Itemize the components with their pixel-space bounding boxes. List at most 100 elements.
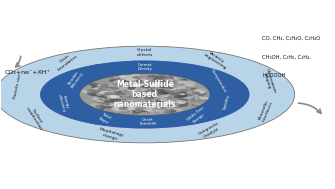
Ellipse shape: [115, 101, 122, 103]
Ellipse shape: [184, 98, 188, 99]
Ellipse shape: [196, 91, 200, 93]
Text: Metal-Sulfide
based
nanomaterials: Metal-Sulfide based nanomaterials: [114, 80, 176, 109]
Ellipse shape: [108, 105, 114, 107]
Ellipse shape: [134, 93, 142, 95]
Ellipse shape: [99, 91, 108, 94]
Ellipse shape: [92, 86, 97, 88]
Ellipse shape: [97, 107, 108, 110]
Ellipse shape: [168, 80, 170, 81]
Ellipse shape: [157, 107, 161, 108]
Ellipse shape: [193, 105, 195, 106]
Ellipse shape: [94, 85, 102, 87]
Ellipse shape: [172, 97, 178, 98]
Ellipse shape: [108, 77, 115, 80]
Ellipse shape: [176, 100, 187, 104]
Ellipse shape: [142, 97, 147, 99]
Ellipse shape: [87, 92, 98, 95]
Ellipse shape: [151, 91, 158, 93]
Ellipse shape: [151, 83, 162, 87]
Ellipse shape: [128, 103, 134, 105]
Ellipse shape: [144, 101, 149, 102]
Ellipse shape: [120, 80, 130, 83]
Ellipse shape: [153, 111, 160, 114]
Ellipse shape: [158, 105, 166, 107]
Ellipse shape: [119, 97, 130, 100]
Ellipse shape: [125, 78, 135, 81]
Ellipse shape: [177, 85, 184, 87]
Ellipse shape: [109, 79, 120, 83]
Ellipse shape: [184, 95, 189, 97]
Ellipse shape: [179, 102, 188, 105]
Ellipse shape: [126, 94, 132, 96]
Ellipse shape: [140, 90, 145, 92]
Text: Grain
boundaries: Grain boundaries: [54, 50, 79, 72]
Ellipse shape: [113, 91, 123, 94]
Ellipse shape: [99, 91, 111, 94]
Ellipse shape: [91, 97, 102, 100]
Ellipse shape: [104, 101, 109, 102]
Ellipse shape: [126, 103, 132, 105]
Text: CH₃OH, C₂H₆, C₂H₄,: CH₃OH, C₂H₆, C₂H₄,: [262, 55, 311, 60]
Ellipse shape: [197, 95, 204, 98]
Ellipse shape: [165, 79, 172, 82]
Text: Crystal
defects: Crystal defects: [137, 48, 153, 57]
Ellipse shape: [175, 109, 177, 110]
Ellipse shape: [88, 85, 98, 88]
Ellipse shape: [134, 99, 136, 100]
Ellipse shape: [151, 88, 157, 90]
Ellipse shape: [118, 107, 129, 110]
Ellipse shape: [96, 105, 108, 109]
Text: Heteroatom
Doping: Heteroatom Doping: [261, 68, 277, 95]
Ellipse shape: [156, 100, 165, 103]
Ellipse shape: [120, 76, 132, 79]
Ellipse shape: [156, 84, 167, 88]
Ellipse shape: [140, 83, 146, 85]
Ellipse shape: [199, 91, 205, 94]
Ellipse shape: [107, 103, 115, 106]
Ellipse shape: [110, 108, 121, 111]
Ellipse shape: [100, 89, 111, 93]
Ellipse shape: [157, 85, 165, 88]
Ellipse shape: [119, 80, 126, 83]
Ellipse shape: [184, 93, 188, 95]
Ellipse shape: [136, 80, 142, 82]
Ellipse shape: [192, 92, 201, 94]
Ellipse shape: [114, 106, 124, 110]
Ellipse shape: [95, 92, 105, 95]
Ellipse shape: [174, 105, 184, 108]
Ellipse shape: [143, 108, 152, 111]
Ellipse shape: [111, 87, 119, 89]
Ellipse shape: [164, 96, 168, 97]
Ellipse shape: [132, 75, 140, 78]
Ellipse shape: [141, 89, 148, 91]
Ellipse shape: [157, 77, 169, 80]
Ellipse shape: [80, 74, 210, 115]
Ellipse shape: [98, 103, 107, 106]
Ellipse shape: [103, 92, 113, 95]
Ellipse shape: [181, 100, 187, 102]
Ellipse shape: [128, 110, 131, 111]
Ellipse shape: [154, 82, 162, 85]
Ellipse shape: [163, 78, 173, 81]
Ellipse shape: [151, 84, 163, 88]
Ellipse shape: [121, 93, 126, 95]
Ellipse shape: [176, 108, 179, 109]
Ellipse shape: [161, 90, 172, 94]
Ellipse shape: [98, 90, 106, 92]
Ellipse shape: [96, 93, 105, 96]
Ellipse shape: [125, 88, 132, 90]
Text: CO, CH₄, C₂H₄O, C₂H₄O: CO, CH₄, C₂H₄O, C₂H₄O: [262, 36, 320, 41]
Ellipse shape: [164, 86, 173, 89]
Ellipse shape: [154, 83, 165, 86]
Ellipse shape: [146, 82, 154, 84]
Ellipse shape: [125, 97, 134, 100]
Ellipse shape: [175, 106, 181, 108]
Ellipse shape: [110, 109, 115, 111]
Ellipse shape: [111, 107, 116, 109]
Ellipse shape: [105, 106, 112, 108]
Ellipse shape: [187, 84, 195, 87]
Ellipse shape: [186, 92, 196, 95]
Ellipse shape: [190, 88, 201, 91]
Ellipse shape: [135, 76, 142, 78]
Ellipse shape: [155, 77, 159, 78]
